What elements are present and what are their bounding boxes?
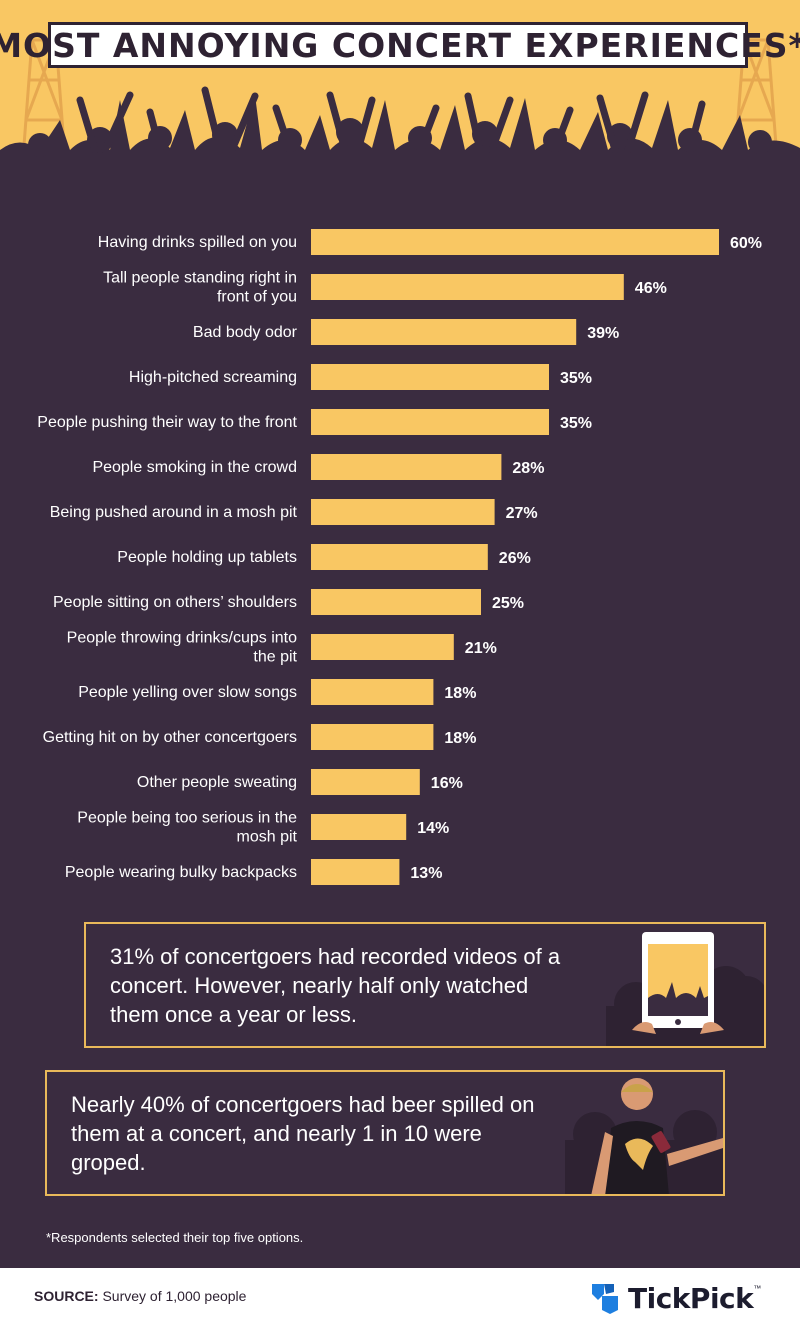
category-label: People being too serious in the mosh pit xyxy=(77,810,297,846)
value-label: 60% xyxy=(730,235,762,252)
value-label: 25% xyxy=(492,595,524,612)
title-box: MOST ANNOYING CONCERT EXPERIENCES* xyxy=(0,22,800,68)
category-label: Having drinks spilled on you xyxy=(98,234,297,251)
category-label: Tall people standing right in front of yo… xyxy=(103,270,297,306)
value-label: 18% xyxy=(444,685,476,702)
bar xyxy=(311,634,454,660)
category-label: High-pitched screaming xyxy=(129,369,297,386)
value-label: 35% xyxy=(560,415,592,432)
value-label: 16% xyxy=(431,775,463,792)
crowd-silhouette-illustration xyxy=(0,38,800,198)
category-label: Bad body odor xyxy=(193,324,298,341)
value-label: 26% xyxy=(499,550,531,567)
category-label: Being pushed around in a mosh pit xyxy=(50,504,298,521)
logo-trademark: ™ xyxy=(753,1284,762,1293)
value-label: 18% xyxy=(444,730,476,747)
bar xyxy=(311,499,495,525)
value-label: 21% xyxy=(465,640,497,657)
source-text: Survey of 1,000 people xyxy=(98,1288,247,1304)
category-label: Other people sweating xyxy=(137,774,297,791)
category-label: People holding up tablets xyxy=(117,549,297,566)
source-note: SOURCE: Survey of 1,000 people xyxy=(34,1288,246,1304)
value-label: 35% xyxy=(560,370,592,387)
footer: SOURCE: Survey of 1,000 people TickPick … xyxy=(0,1268,800,1326)
header-banner: MOST ANNOYING CONCERT EXPERIENCES* xyxy=(0,0,800,198)
value-label: 13% xyxy=(410,865,442,882)
bar xyxy=(311,409,549,435)
bar xyxy=(311,319,577,345)
phone-recording-illustration xyxy=(606,932,764,1046)
chart-title: MOST ANNOYING CONCERT EXPERIENCES* xyxy=(0,25,800,65)
beer-spill-illustration xyxy=(565,1078,723,1194)
bar xyxy=(311,364,549,390)
callout-recorded-videos: 31% of concertgoers had recorded videos … xyxy=(84,922,766,1048)
category-label: People pushing their way to the front xyxy=(37,414,297,431)
logo-text: TickPick xyxy=(628,1281,754,1315)
value-label: 14% xyxy=(417,820,449,837)
category-label: People wearing bulky backpacks xyxy=(65,864,297,881)
bar xyxy=(311,859,400,885)
bar xyxy=(311,769,420,795)
value-label: 46% xyxy=(635,280,667,297)
bar xyxy=(311,814,407,840)
category-label: People smoking in the crowd xyxy=(92,459,297,476)
source-label: SOURCE: xyxy=(34,1288,99,1304)
bar xyxy=(311,724,434,750)
value-label: 27% xyxy=(506,505,538,522)
bar xyxy=(311,229,719,255)
value-label: 39% xyxy=(587,325,619,342)
value-label: 28% xyxy=(512,460,544,477)
category-label: Getting hit on by other concertgoers xyxy=(43,729,297,746)
tickpick-logo-icon xyxy=(592,1284,618,1314)
category-label: People throwing drinks/cups into the pit xyxy=(67,630,298,666)
bar-chart: Having drinks spilled on you 60% Tall peop… xyxy=(0,220,800,900)
footnote: *Respondents selected their top five opt… xyxy=(46,1230,304,1245)
callout-text: Nearly 40% of concertgoers had beer spil… xyxy=(71,1092,535,1175)
callout-text: 31% of concertgoers had recorded videos … xyxy=(110,944,561,1027)
bar xyxy=(311,274,624,300)
category-label: People yelling over slow songs xyxy=(78,684,297,701)
tickpick-logo[interactable]: TickPick ™ xyxy=(588,1278,761,1318)
category-label: People sitting on others’ shoulders xyxy=(53,594,297,611)
bar xyxy=(311,679,434,705)
callout-beer-spilled: Nearly 40% of concertgoers had beer spil… xyxy=(45,1070,725,1196)
bar xyxy=(311,454,502,480)
bar-chart-svg: Having drinks spilled on you 60% Tall peop… xyxy=(37,229,762,885)
bar xyxy=(311,544,488,570)
bar xyxy=(311,589,481,615)
